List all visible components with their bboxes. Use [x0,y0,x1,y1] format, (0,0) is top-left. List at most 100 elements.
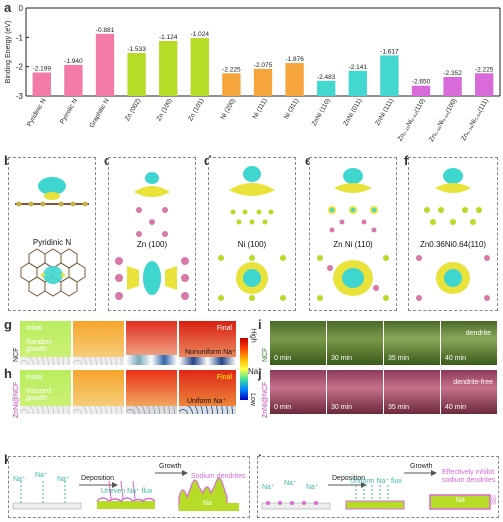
panel-label-e: e [305,153,312,168]
structure-panel-b: Pyridinic N [8,157,96,311]
category-label-5: Zn (101) [187,98,205,123]
structure-panel-d: Ni (100) [208,157,296,311]
sim-g-initial-label: Initial [26,325,43,332]
bar-value-label-0: -2.199 [33,66,52,73]
l-na-ion-1: Na⁺ [262,484,275,491]
category-label-7: Ni (111) [252,98,269,121]
bar-value-label-13: -2.352 [443,70,462,77]
category-label-3: Zn (002) [124,98,142,123]
structure-panel-e: Zn Ni (110) [309,157,397,311]
schematic-l: Na⁺ Na⁺ Na⁺ Deposition Uniform Na⁺ flux … [257,456,499,518]
category-label-6: Ni (200) [220,98,238,122]
micro-j-3: dendrite-free 40 min [441,370,497,414]
micro-i-1: 30 min [327,321,383,365]
bar-value-label-14: -2.225 [475,66,494,73]
bar-2 [95,33,115,96]
sim-h1-electrode [20,406,71,414]
sim-h-initial-label: Initial [26,374,43,381]
row-h-side-label: ZnNi@NCF [13,381,20,418]
row-i-side-label: NCF [262,347,269,362]
sim-g-nonuniform: Nonuniform Na⁺ [185,349,236,356]
sim-g-frame3 [126,321,177,365]
micro-j-1: 30 min [327,370,383,414]
bar-value-label-1: -1.940 [64,58,83,65]
y-tick-label: -1 [16,33,24,42]
bar-6 [222,73,241,96]
category-label-11: ZnNi (111) [374,98,395,127]
micro-i-time-0: 0 min [274,355,292,362]
schematic-k: Na⁺ Na⁺ Na⁺ Deposition Uneven Na⁺ flux G… [8,456,250,518]
sim-g2-electrode [73,357,124,365]
panel-label-k: k [4,452,11,467]
bar-value-label-8: -1.876 [285,56,304,63]
category-label-1: Pyrrolic N [59,97,79,125]
structure-panel-f: Zn0.36Ni0.64(110) [408,157,498,311]
bar-value-label-9: -2.483 [317,74,336,81]
category-label-8: Ni (311) [283,98,300,121]
colorbar-high: High [249,328,257,343]
k-deposition: Deposition [81,475,115,482]
sim-h-final: Final Uniform Na⁺ [179,370,236,414]
structure-label-b: Pyridinic N [32,238,72,247]
micro-i-3: dendrite 40 min [441,321,497,365]
category-label-10: ZnNi (011) [342,98,363,128]
sim-g3-electrode [126,355,177,365]
sim-h2-electrode [73,406,124,414]
sim-h-final-label: Final [216,374,232,381]
bar-1 [64,64,83,96]
bar-13 [443,76,462,96]
k-na-ion-1: Na⁺ [13,476,26,483]
sim-h-frame2 [73,370,124,414]
l-flux: Uniform Na⁺ flux [350,478,402,485]
sim-h4-electrode [179,406,236,414]
micro-i-time-2: 35 min [388,355,410,362]
pyridinic-n-structure-image [15,177,89,297]
structure-label-e: Zn Ni (110) [333,240,373,249]
colorbar-label: Na⁺ [248,367,263,376]
bar-7 [253,68,273,96]
category-label-12: Zn₀.₃₆Ni₀.₆₄(110) [397,98,427,143]
sim-g-frame2 [73,321,124,365]
panel-label-b: b [4,153,12,168]
k-na-ion-2: Na⁺ [35,472,48,479]
l-sei: SEI [491,495,498,505]
micro-i-time-3: 40 min [445,355,467,362]
colorbar-low: Low [248,393,256,406]
sim-h3-electrode [126,406,177,414]
sim-g-final-label: Final [216,325,232,332]
l-growth: Growth [410,463,433,470]
l-na-metal: Na [456,497,465,504]
bar-5 [190,38,209,96]
sim-h-initial: Initial Induced growth [20,370,71,414]
zn100-structure-image [115,172,189,300]
category-label-9: ZnNi (110) [311,98,332,128]
bar-value-label-4: -1.124 [159,34,178,41]
sim-g-random-growth: Random growth [26,339,53,353]
bar-value-label-11: -1.617 [380,48,399,55]
category-label-13: Zn₀.₃₆Ni₀.₆₄(100) [428,98,458,143]
binding-energy-chart: -3 -2 -1 0 Binding Energy (eV) -2.199 Pyridini… [5,4,501,143]
category-label-2: Graphitic N [88,97,110,129]
sim-h-frame3 [126,370,177,414]
micro-i-0: 0 min [270,321,326,365]
colorbar [240,338,248,400]
structure-label-c: Zn (100) [136,240,168,249]
y-axis-label: Binding Energy (eV) [5,21,12,84]
panel-label-c: c [104,153,111,168]
panel-label-j: j [258,366,262,381]
l-na-ion-2: Na⁺ [284,480,297,487]
k-na-ion-3: Na⁺ [57,476,70,483]
sim-g-electrode [20,357,71,365]
micro-j-time-0: 0 min [274,404,292,411]
panel-label-a: a [4,0,12,15]
panel-label-d: d [204,153,212,168]
y-tick-label: -3 [16,92,24,101]
category-label-4: Zn (100) [156,98,174,123]
k-flux: Uneven Na⁺ flux [101,488,153,495]
bar-value-label-12: -2.650 [412,79,431,86]
y-tick-label: 0 [19,4,24,13]
micro-i-time-1: 30 min [331,355,353,362]
row-j-side-label: ZnNi@NCF [262,381,269,418]
sim-g-initial: Initial Random growth [20,321,71,365]
bar-value-label-5: -1.024 [191,31,210,38]
